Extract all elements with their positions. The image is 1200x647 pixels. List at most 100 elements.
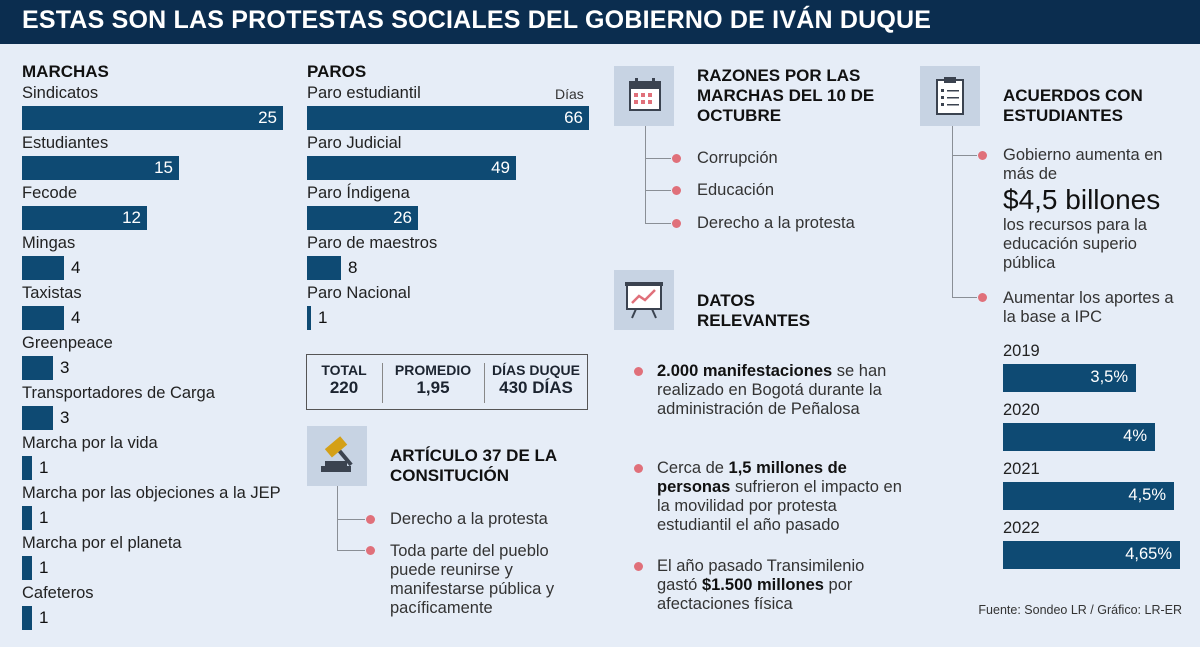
- bar: [307, 206, 418, 230]
- bullet-dot: [672, 219, 681, 228]
- acuerdo-1-pre: Gobierno aumenta en más de: [1003, 146, 1163, 183]
- bar-value: 3: [60, 408, 70, 427]
- bullet-dot: [978, 151, 987, 160]
- ipc-bar: [1003, 541, 1180, 569]
- bar-value: 1: [39, 508, 49, 527]
- bullet-dot: [634, 464, 643, 473]
- ipc-bar: [1003, 364, 1136, 392]
- bar: [22, 306, 64, 330]
- bar-label: Marcha por la vida: [22, 434, 158, 452]
- articulo-title: ARTÍCULO 37 DE LA CONSITUCIÓN: [390, 446, 557, 485]
- bar-value: 15: [154, 158, 173, 177]
- total-value: 220: [329, 378, 359, 397]
- bar: [22, 156, 179, 180]
- bar-value: 12: [122, 208, 141, 227]
- razones-item: Educación: [697, 181, 775, 199]
- dias-duque-value: 430 DÍAS: [499, 378, 573, 397]
- bar: [22, 106, 283, 130]
- year-label: 2020: [1003, 401, 1040, 419]
- dato-3-pre: El año pasado Transimilenio gastó: [657, 557, 865, 594]
- bar: [22, 356, 53, 380]
- bar-value: 1: [39, 558, 49, 577]
- bar-value: 8: [348, 258, 358, 277]
- promedio-cell: PROMEDIO 1,95: [383, 355, 483, 409]
- dato-2: Cerca de 1,5 millones de personas sufrie…: [657, 459, 907, 535]
- bar: [22, 556, 32, 580]
- promedio-label: PROMEDIO: [394, 362, 472, 378]
- year-label: 2019: [1003, 342, 1040, 360]
- acuerdo-1-amount: $4,5 billones: [1003, 184, 1161, 215]
- articulo-item: Toda parte del pueblo puede reunirse y m…: [390, 542, 555, 617]
- dato-3-bold: $1.500 millones: [701, 576, 824, 594]
- bar-label: Marcha por el planeta: [22, 534, 182, 552]
- razones-item: Corrupción: [697, 149, 778, 167]
- bar: [22, 406, 53, 430]
- year-label: 2022: [1003, 519, 1040, 537]
- ipc-bar-value: 4%: [1123, 427, 1147, 445]
- bar-value: 49: [491, 158, 510, 177]
- bar: [307, 106, 589, 130]
- dato-3-text: por afectaciones física: [657, 576, 853, 613]
- ipc-bar-value: 4,65%: [1125, 545, 1172, 563]
- bullet-dot: [634, 367, 643, 376]
- promedio-value: 1,95: [416, 378, 450, 397]
- bar: [307, 156, 516, 180]
- ipc-bar-value: 3,5%: [1090, 368, 1128, 386]
- source-note: Fuente: Sondeo LR / Gráfico: LR-ER: [978, 603, 1182, 617]
- dato-2-pre: Cerca de: [657, 459, 729, 477]
- total-cell: TOTAL 220: [307, 355, 381, 409]
- datos-title: DATOS RELEVANTES: [697, 291, 811, 330]
- dato-2-bold: 1,5 millones de personas: [657, 459, 847, 496]
- paros-unit: Días: [555, 86, 584, 102]
- page-title: ESTAS SON LAS PROTESTAS SOCIALES DEL GOB…: [22, 6, 932, 34]
- bullet-dot: [978, 293, 987, 302]
- dato-2-text: sufrieron el impacto en la movilidad por…: [657, 478, 902, 534]
- paros-title: PAROS: [307, 62, 367, 81]
- bar-value: 4: [71, 258, 81, 277]
- marchas-title: MARCHAS: [22, 62, 109, 81]
- bullet-dot: [672, 186, 681, 195]
- clipboard-icon: [920, 66, 980, 126]
- acuerdo-2: Aumentar los aportes a la base a IPC: [1003, 289, 1174, 326]
- totals-box: TOTAL 220 PROMEDIO 1,95 DÍAS DUQUE 430 D…: [306, 354, 588, 410]
- bar-value: 1: [39, 458, 49, 477]
- bar-value: 66: [564, 108, 583, 127]
- bar-label: Paro estudiantil: [307, 84, 421, 102]
- bar-label: Marcha por las objeciones a la JEP: [22, 484, 281, 502]
- bullet-dot: [634, 562, 643, 571]
- bar: [22, 456, 32, 480]
- bullet-dot: [366, 546, 375, 555]
- razones-title: RAZONES POR LAS MARCHAS DEL 10 DE OCTUBR…: [697, 66, 875, 125]
- bar-label: Cafeteros: [22, 584, 94, 602]
- bar: [307, 256, 341, 280]
- dato-1-bold: 2.000 manifestaciones: [657, 362, 833, 380]
- bullet-dot: [672, 154, 681, 163]
- ipc-bar: [1003, 423, 1155, 451]
- acuerdo-1-post: los recursos para la educación superio p…: [1003, 216, 1147, 272]
- bar-label: Taxistas: [22, 284, 82, 302]
- calendar-icon: [614, 66, 674, 126]
- bar: [22, 506, 32, 530]
- bar: [22, 256, 64, 280]
- total-label: TOTAL: [321, 362, 367, 378]
- bar-label: Transportadores de Carga: [22, 384, 215, 402]
- bar-value: 1: [39, 608, 49, 627]
- bar-label: Fecode: [22, 184, 78, 202]
- bar: [307, 306, 311, 330]
- dato-1: 2.000 manifestaciones se han realizado e…: [657, 362, 907, 419]
- year-label: 2021: [1003, 460, 1040, 478]
- bar-value: 25: [258, 108, 277, 127]
- bar-value: 26: [393, 208, 412, 227]
- dias-duque-cell: DÍAS DUQUE 430 DÍAS: [485, 355, 587, 409]
- articulo-item: Derecho a la protesta: [390, 510, 548, 528]
- bar-value: 3: [60, 358, 70, 377]
- bar-value: 4: [71, 308, 81, 327]
- bar: [22, 606, 32, 630]
- ipc-bar: [1003, 482, 1174, 510]
- bar-label: Paro Judicial: [307, 134, 402, 152]
- dato-1-text: se han realizado en Bogotá durante la ad…: [657, 362, 887, 418]
- ipc-bar-value: 4,5%: [1128, 486, 1166, 504]
- bar-value: 1: [318, 308, 328, 327]
- dato-3: El año pasado Transimilenio gastó $1.500…: [657, 557, 897, 614]
- gavel-icon: [307, 426, 367, 486]
